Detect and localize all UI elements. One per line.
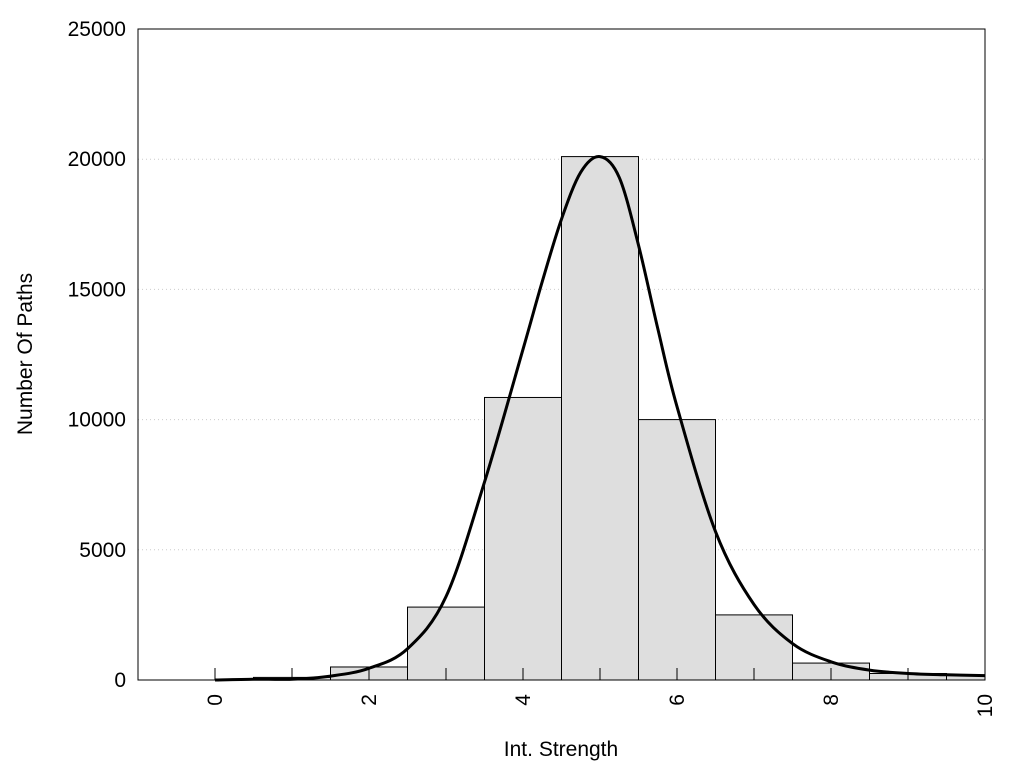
- bar-bin-3: [407, 606, 485, 681]
- plot-frame: [137, 28, 986, 681]
- bars-layer: [253, 156, 986, 681]
- y-axis-title: Number Of Paths: [14, 273, 37, 435]
- x-axis-title: Int. Strength: [504, 738, 618, 761]
- y-tick-label-25000: 25000: [68, 18, 126, 41]
- y-tick-label-0: 0: [114, 669, 126, 692]
- bar-bin-5: [561, 156, 639, 681]
- y-tick-label-20000: 20000: [68, 148, 126, 171]
- ticks-layer: 0 5000 10000 15000 20000 25000 0 2 4 6 8 10: [68, 18, 997, 717]
- x-tick-label-6: 6: [666, 694, 689, 706]
- y-tick-label-5000: 5000: [79, 539, 126, 562]
- y-tick-label-10000: 10000: [68, 409, 126, 432]
- x-tick-label-0: 0: [204, 694, 227, 706]
- x-tick-label-10: 10: [974, 694, 997, 717]
- x-tick-label-8: 8: [820, 694, 843, 706]
- x-tick-label-4: 4: [512, 694, 535, 706]
- x-tick-label-2: 2: [358, 694, 381, 706]
- y-tick-label-15000: 15000: [68, 278, 126, 301]
- bar-bin-6: [638, 419, 716, 681]
- fit-curve-line: [214, 155, 986, 682]
- curve-layer: [214, 155, 986, 682]
